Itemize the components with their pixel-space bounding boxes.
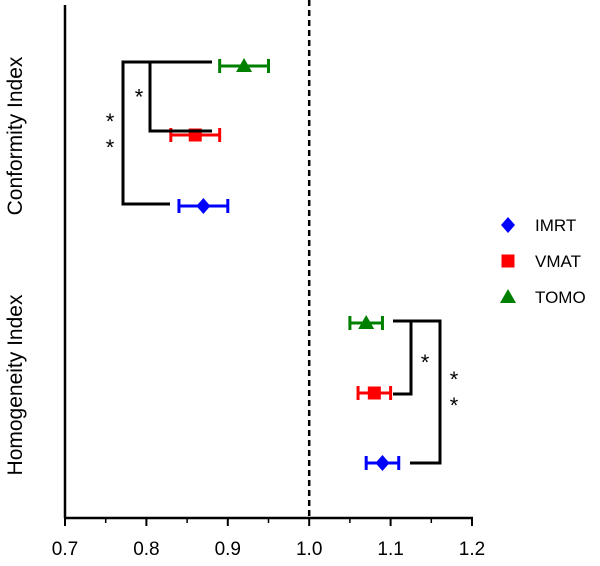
data-point-imrt (196, 198, 211, 214)
data-point-vmat (367, 386, 381, 400)
x-tick-label: 1.0 (296, 539, 322, 560)
x-tick-label: 1.1 (377, 539, 403, 560)
x-tick-label: 0.8 (133, 539, 159, 560)
legend-label-imrt: IMRT (535, 216, 576, 235)
significance-label: * (106, 135, 115, 160)
legend-marker-vmat (501, 254, 515, 268)
x-tick-label: 0.9 (215, 539, 241, 560)
group-label: Homogeneity Index (4, 294, 27, 475)
significance-bracket (393, 319, 413, 396)
significance-label: * (106, 109, 115, 134)
legend-label-vmat: VMAT (535, 252, 581, 271)
significance-bracket (148, 60, 212, 133)
x-tick-label: 1.2 (459, 539, 485, 560)
data-point-imrt (375, 455, 390, 471)
x-tick-label: 0.7 (52, 539, 78, 560)
significance-bracket (121, 60, 170, 206)
data-point-tomo (236, 58, 253, 72)
significance-label: * (450, 393, 459, 418)
legend-label-tomo: TOMO (535, 288, 586, 307)
significance-bracket (410, 319, 442, 465)
group-label: Conformity Index (4, 56, 27, 215)
significance-label: * (135, 85, 144, 110)
significance-label: * (450, 367, 459, 392)
data-point-tomo (358, 315, 375, 329)
legend-marker-tomo (500, 289, 516, 303)
significance-label: * (421, 350, 430, 375)
legend-marker-imrt (501, 217, 515, 233)
